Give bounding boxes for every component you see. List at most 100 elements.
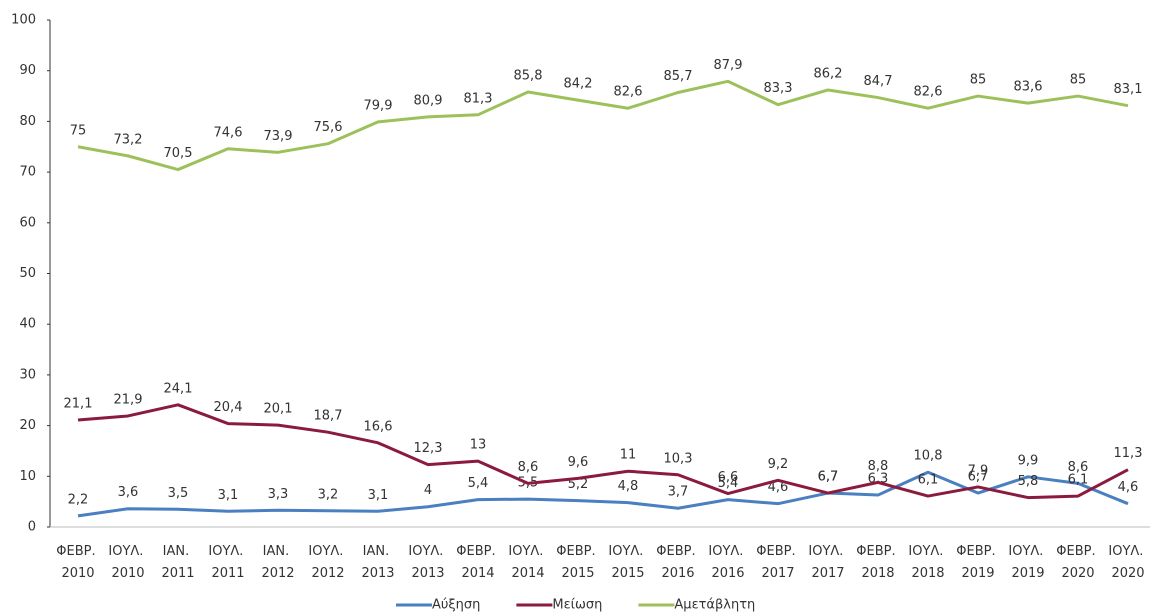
data-label: 5,4	[468, 476, 489, 491]
data-label: 85,8	[514, 68, 543, 83]
data-label: 24,1	[164, 381, 193, 396]
data-label: 84,2	[564, 77, 593, 92]
x-tick-label: ΙΟΥΛ. 2010	[108, 544, 147, 581]
data-label: 21,9	[114, 392, 143, 407]
x-tick-label: ΙΟΥΛ. 2020	[1108, 544, 1147, 581]
x-tick-label: ΦΕΒΡ. 2020	[1056, 544, 1099, 581]
data-label: 85	[970, 73, 987, 88]
data-label: 80,9	[414, 93, 443, 108]
legend-label: Αύξηση	[432, 598, 480, 613]
x-tick-label: ΙΑΝ. 2011	[161, 544, 194, 581]
data-label: 20,4	[214, 400, 243, 415]
data-label: 3,1	[368, 488, 389, 503]
x-tick-label: ΦΕΒΡ. 2014	[456, 544, 499, 581]
data-label: 12,3	[414, 441, 443, 456]
data-label: 85	[1070, 73, 1087, 88]
data-label: 6,1	[1068, 473, 1089, 488]
data-label: 20,1	[264, 402, 293, 417]
y-tick-label: 60	[19, 215, 36, 230]
data-label: 9,9	[1018, 453, 1039, 468]
x-tick-label: ΦΕΒΡ. 2019	[956, 544, 999, 581]
data-label: 3,3	[268, 487, 289, 502]
data-label: 3,7	[668, 485, 689, 500]
x-tick-label: ΦΕΒΡ. 2016	[656, 544, 699, 581]
data-label: 82,6	[914, 85, 943, 100]
data-label: 84,7	[864, 74, 893, 89]
y-tick-label: 80	[19, 114, 36, 129]
data-label: 3,6	[118, 485, 139, 500]
legend-label: Αμετάβλητη	[674, 598, 755, 613]
data-label: 7,9	[968, 463, 989, 478]
data-label: 75,6	[314, 120, 343, 135]
series-line	[77, 403, 1129, 500]
x-tick-label: ΙΟΥΛ. 2015	[608, 544, 647, 581]
y-tick-label: 0	[28, 520, 36, 535]
x-tick-label: ΙΟΥΛ. 2013	[408, 544, 447, 581]
data-label: 8,6	[1068, 460, 1089, 475]
data-label: 74,6	[214, 125, 243, 140]
data-label: 86,2	[814, 66, 843, 81]
y-tick-label: 10	[19, 469, 36, 484]
x-tick-label: ΦΕΒΡ. 2017	[756, 544, 799, 581]
data-label: 75	[70, 123, 87, 138]
data-label: 83,6	[1014, 80, 1043, 95]
data-label: 18,7	[314, 409, 343, 424]
data-label: 83,1	[1114, 82, 1143, 97]
x-tick-label: ΙΟΥΛ. 2014	[508, 544, 547, 581]
data-label: 11	[620, 448, 637, 463]
data-label: 6,7	[968, 470, 989, 485]
data-label: 16,6	[364, 419, 393, 434]
y-tick-label: 50	[19, 266, 36, 281]
data-label: 3,2	[318, 487, 339, 502]
x-tick-label: ΙΟΥΛ. 2019	[1008, 544, 1047, 581]
data-label: 3,5	[168, 486, 189, 501]
data-label: 2,2	[68, 492, 89, 507]
data-label: 4,8	[618, 479, 639, 494]
x-tick-label: ΙΟΥΛ. 2016	[708, 544, 747, 581]
x-tick-label: ΙΟΥΛ. 2012	[308, 544, 347, 581]
y-tick-label: 90	[19, 63, 36, 78]
data-label: 5,8	[1018, 474, 1039, 489]
data-label: 73,9	[264, 129, 293, 144]
data-label: 6,7	[818, 470, 839, 485]
data-label: 11,3	[1114, 446, 1143, 461]
data-label: 4,6	[768, 480, 789, 495]
y-tick-label: 20	[19, 418, 36, 433]
data-label: 9,2	[768, 457, 789, 472]
data-label: 83,3	[764, 81, 793, 96]
x-tick-label: ΦΕΒΡ. 2015	[556, 544, 599, 581]
data-label: 5,2	[568, 477, 589, 492]
data-label: 10,8	[914, 449, 943, 464]
series-line	[77, 470, 1129, 518]
data-label: 5,4	[718, 476, 739, 491]
x-tick-label: ΙΟΥΛ. 2011	[208, 544, 247, 581]
data-label: 87,9	[714, 58, 743, 73]
y-tick-label: 30	[19, 367, 36, 382]
data-label: 13	[470, 438, 487, 453]
legend-label: Μείωση	[552, 598, 602, 613]
y-tick-label: 100	[11, 13, 36, 28]
data-label: 6,1	[918, 473, 939, 488]
data-label: 81,3	[464, 91, 493, 106]
y-tick-label: 40	[19, 317, 36, 332]
data-label: 85,7	[664, 69, 693, 84]
data-label: 73,2	[114, 132, 143, 147]
data-label: 70,5	[164, 146, 193, 161]
series-line	[77, 79, 1129, 172]
data-label: 8,8	[868, 459, 889, 474]
y-tick-label: 70	[19, 165, 36, 180]
data-label: 9,6	[568, 455, 589, 470]
data-label: 10,3	[664, 451, 693, 466]
data-label: 8,6	[518, 460, 539, 475]
data-label: 79,9	[364, 98, 393, 113]
x-tick-label: ΦΕΒΡ. 2018	[856, 544, 899, 581]
x-tick-label: ΦΕΒΡ. 2010	[56, 544, 99, 581]
data-label: 21,1	[64, 397, 93, 412]
x-tick-label: ΙΑΝ. 2013	[361, 544, 394, 581]
data-label: 6,7	[818, 470, 839, 485]
data-label: 3,1	[218, 488, 239, 503]
data-label: 4,6	[1118, 480, 1139, 495]
data-label: 4	[424, 483, 432, 498]
x-tick-label: ΙΑΝ. 2012	[261, 544, 294, 581]
